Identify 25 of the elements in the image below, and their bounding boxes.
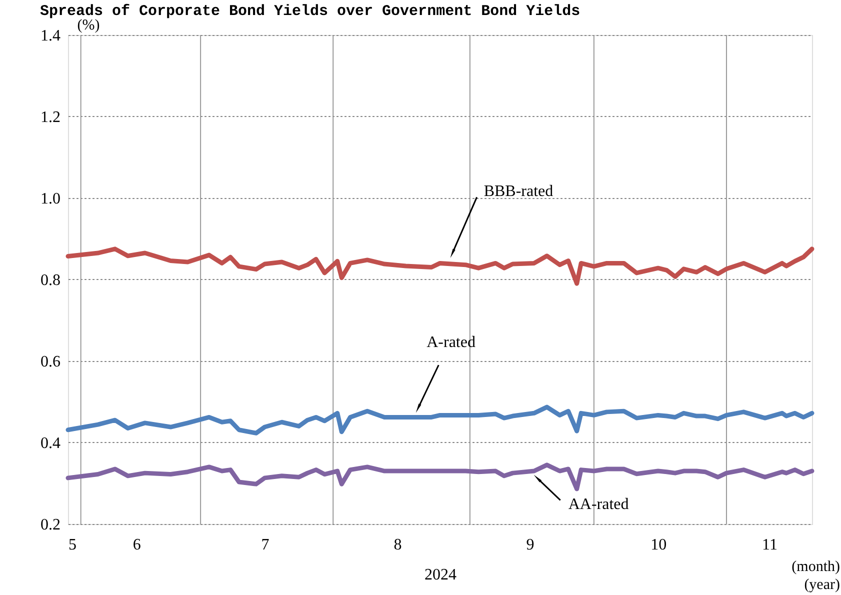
y-axis-title: (%): [77, 18, 100, 34]
chart-title: Spreads of Corporate Bond Yields over Government Bond Yields: [40, 3, 580, 20]
y-tick-label: 0.6: [40, 354, 60, 370]
x-tick-label: 6: [132, 536, 141, 554]
y-tick-label: 0.4: [40, 435, 60, 452]
y-tick-label: 1.2: [40, 109, 60, 126]
line-series: [66, 404, 814, 436]
annotation: BBB-rated: [484, 183, 554, 200]
y-tick-label: 0.2: [40, 516, 60, 534]
annotation: AA-rated: [568, 496, 629, 514]
text: (year): [804, 577, 840, 593]
x-tick-label: 5: [68, 536, 76, 554]
x-tick-label: 10: [650, 536, 667, 554]
x-axis-title: 2024: [424, 566, 456, 584]
x-tick-label: 9: [526, 536, 534, 554]
x-tick-label: 7: [261, 536, 270, 554]
y-tick-label: 0.8: [40, 272, 60, 289]
x-tick-label: 11: [762, 536, 778, 554]
y-tick-label: 1.0: [40, 190, 60, 208]
line-series: [66, 246, 814, 286]
y-tick-label: 1.4: [40, 28, 60, 44]
line-series: [66, 462, 814, 492]
annotation: A-rated: [426, 334, 476, 352]
text: (month): [792, 559, 840, 575]
x-tick-label: 8: [394, 536, 402, 554]
